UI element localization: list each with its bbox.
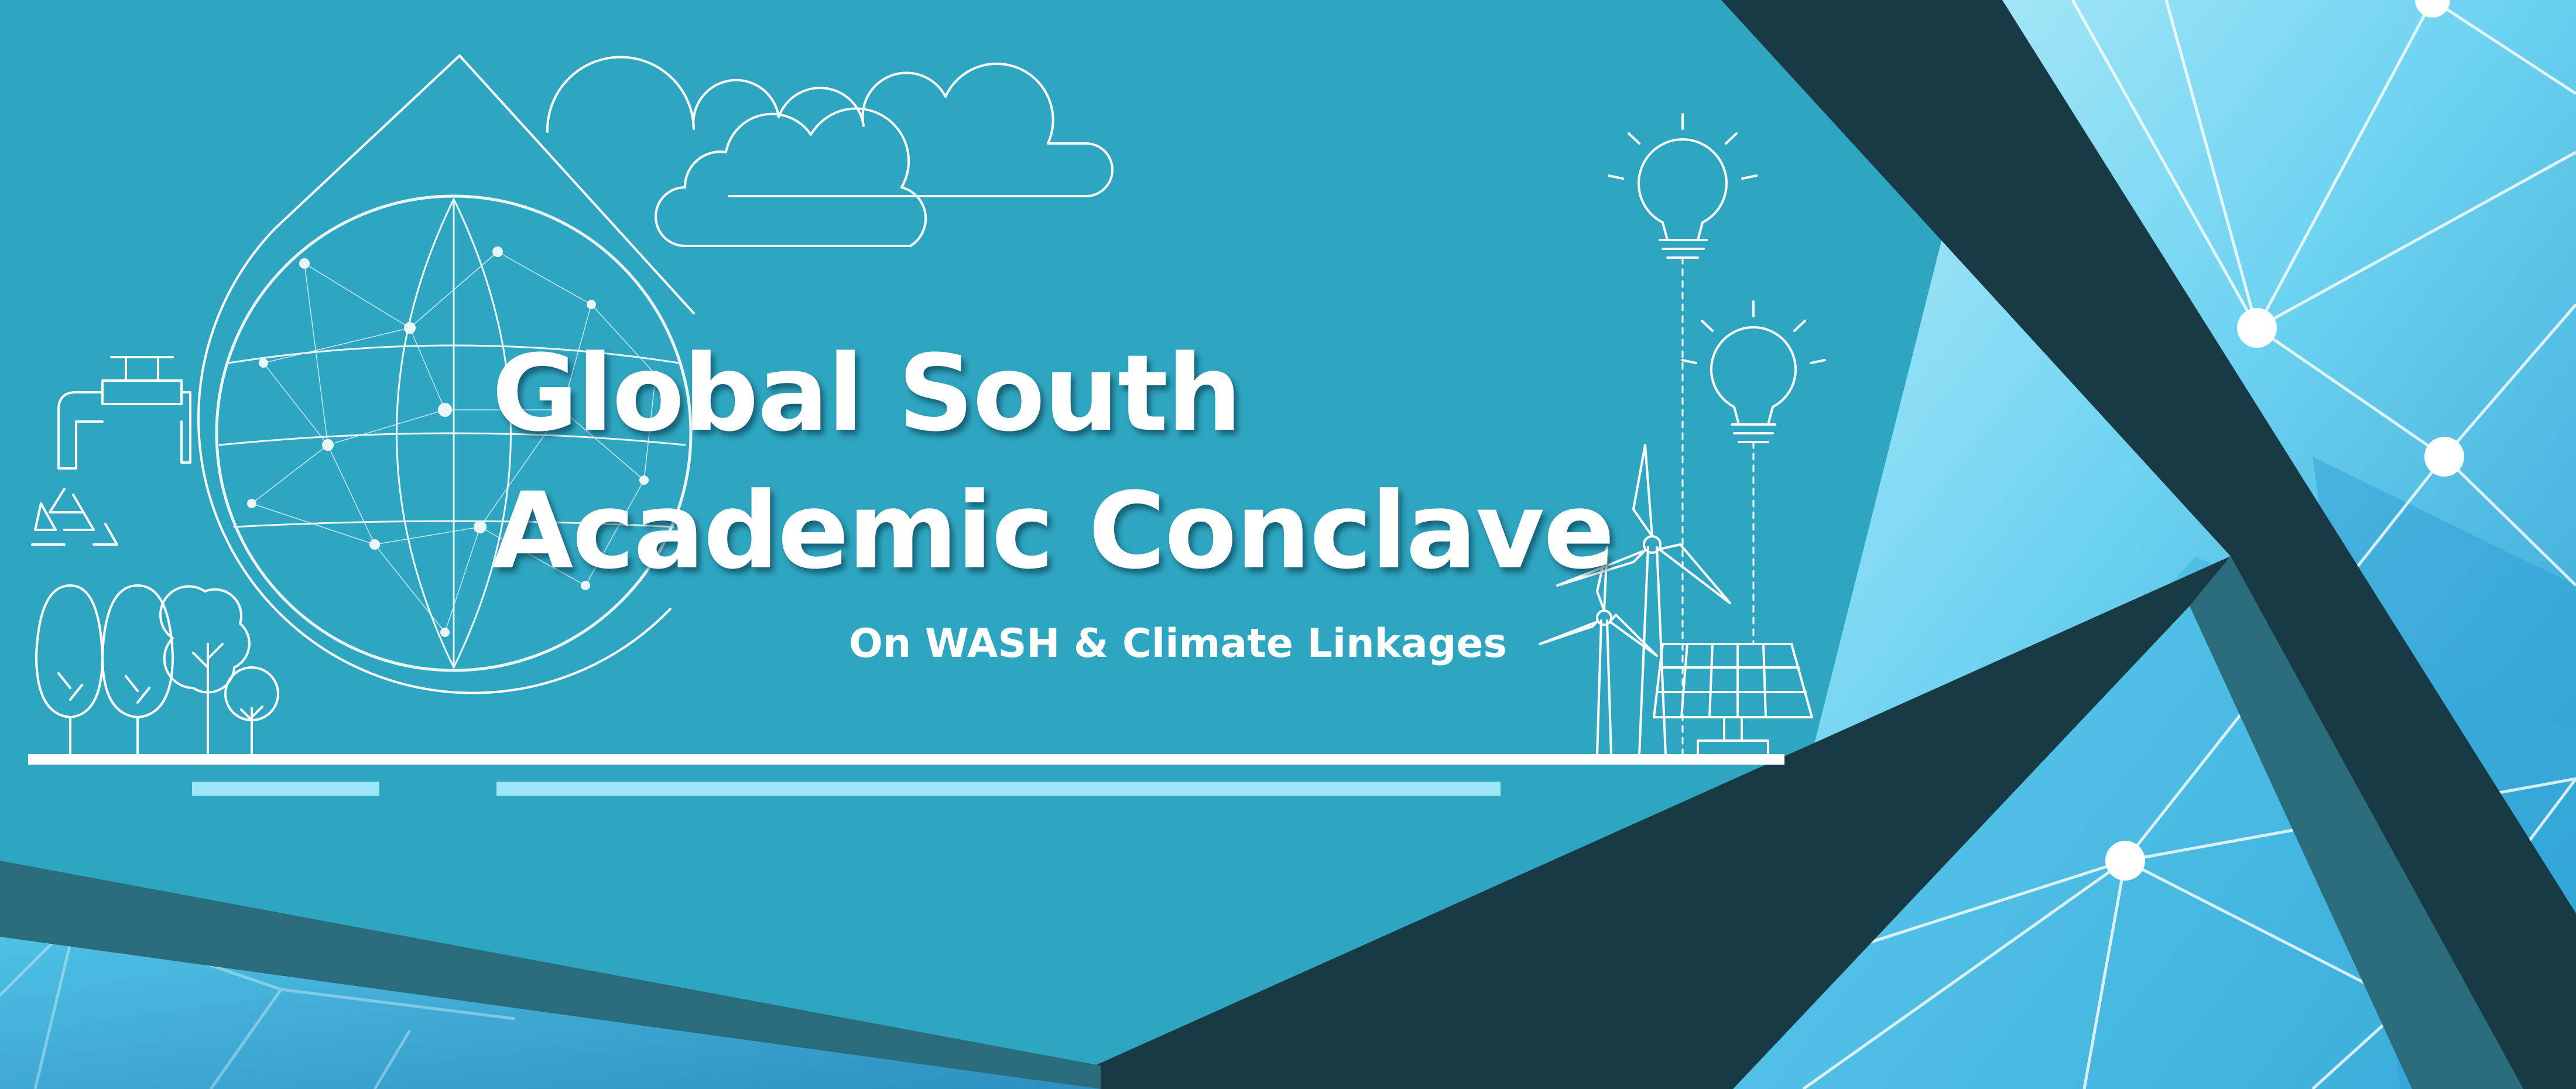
ground-line — [28, 754, 1784, 765]
light-bulb-icon — [1608, 113, 1826, 756]
water-tap-icon — [57, 356, 191, 470]
accent-bar-short — [192, 782, 379, 796]
title-line-2: Academic Conclave — [492, 470, 1615, 593]
subtitle: On WASH & Climate Linkages — [849, 621, 1507, 667]
solar-panel-icon — [1653, 643, 1813, 756]
globe-network-icon — [215, 194, 693, 672]
tree-icon — [35, 584, 279, 756]
accent-bar-long — [496, 782, 1501, 796]
water-drop-icon — [197, 54, 695, 694]
page-title: Global South Academic Conclave — [492, 325, 1615, 600]
cloud-icon — [546, 56, 1114, 247]
title-line-1: Global South — [492, 333, 1242, 455]
recycle-icon — [31, 488, 118, 546]
